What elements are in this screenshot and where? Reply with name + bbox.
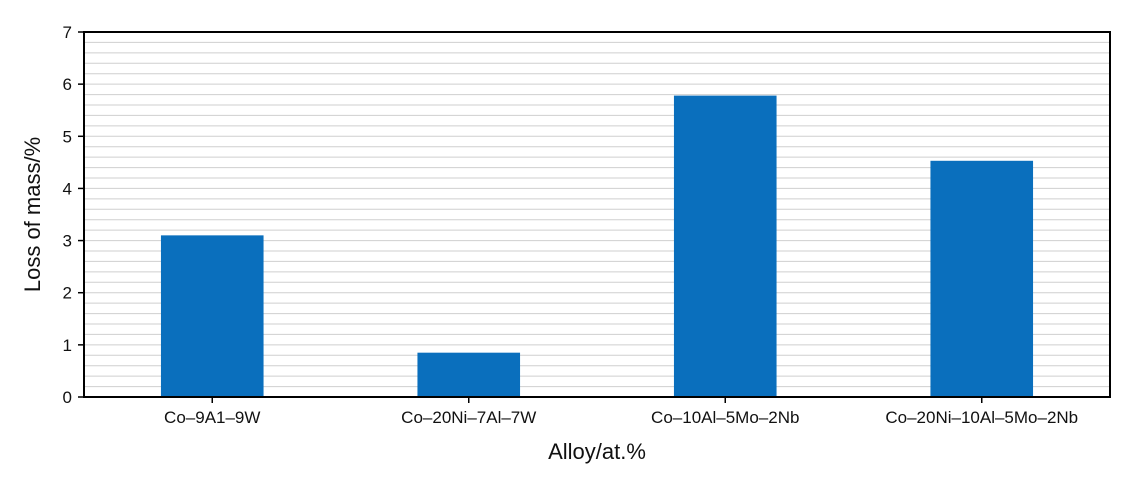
bars [160,95,1034,397]
y-tick-label: 1 [63,336,72,355]
y-tick-label: 5 [63,127,72,146]
x-category-label: Co–10Al–5Mo–2Nb [651,408,799,427]
y-tick-label: 0 [63,388,72,407]
y-tick-label: 3 [63,232,72,251]
y-tick-label: 2 [63,284,72,303]
x-category-label: Co–20Ni–7Al–7W [401,408,536,427]
y-tick-label: 6 [63,75,72,94]
x-category-label: Co–20Ni–10Al–5Mo–2Nb [885,408,1078,427]
bar [673,95,777,397]
x-axis-ticks: Co–9A1–9W Co–20Ni–7Al–7W Co–10Al–5Mo–2Nb Co… [164,397,1078,427]
y-axis-ticks: 0 1 2 3 4 5 6 7 [63,23,84,407]
x-axis-title: Alloy/at.% [548,439,646,464]
bar [930,160,1034,397]
bar [160,235,264,397]
plot-frame [83,31,1111,398]
bar [417,352,521,397]
x-category-label: Co–9A1–9W [164,408,260,427]
y-tick-label: 7 [63,23,72,42]
y-axis-title: Loss of mass/% [20,137,45,292]
y-tick-label: 4 [63,179,72,198]
